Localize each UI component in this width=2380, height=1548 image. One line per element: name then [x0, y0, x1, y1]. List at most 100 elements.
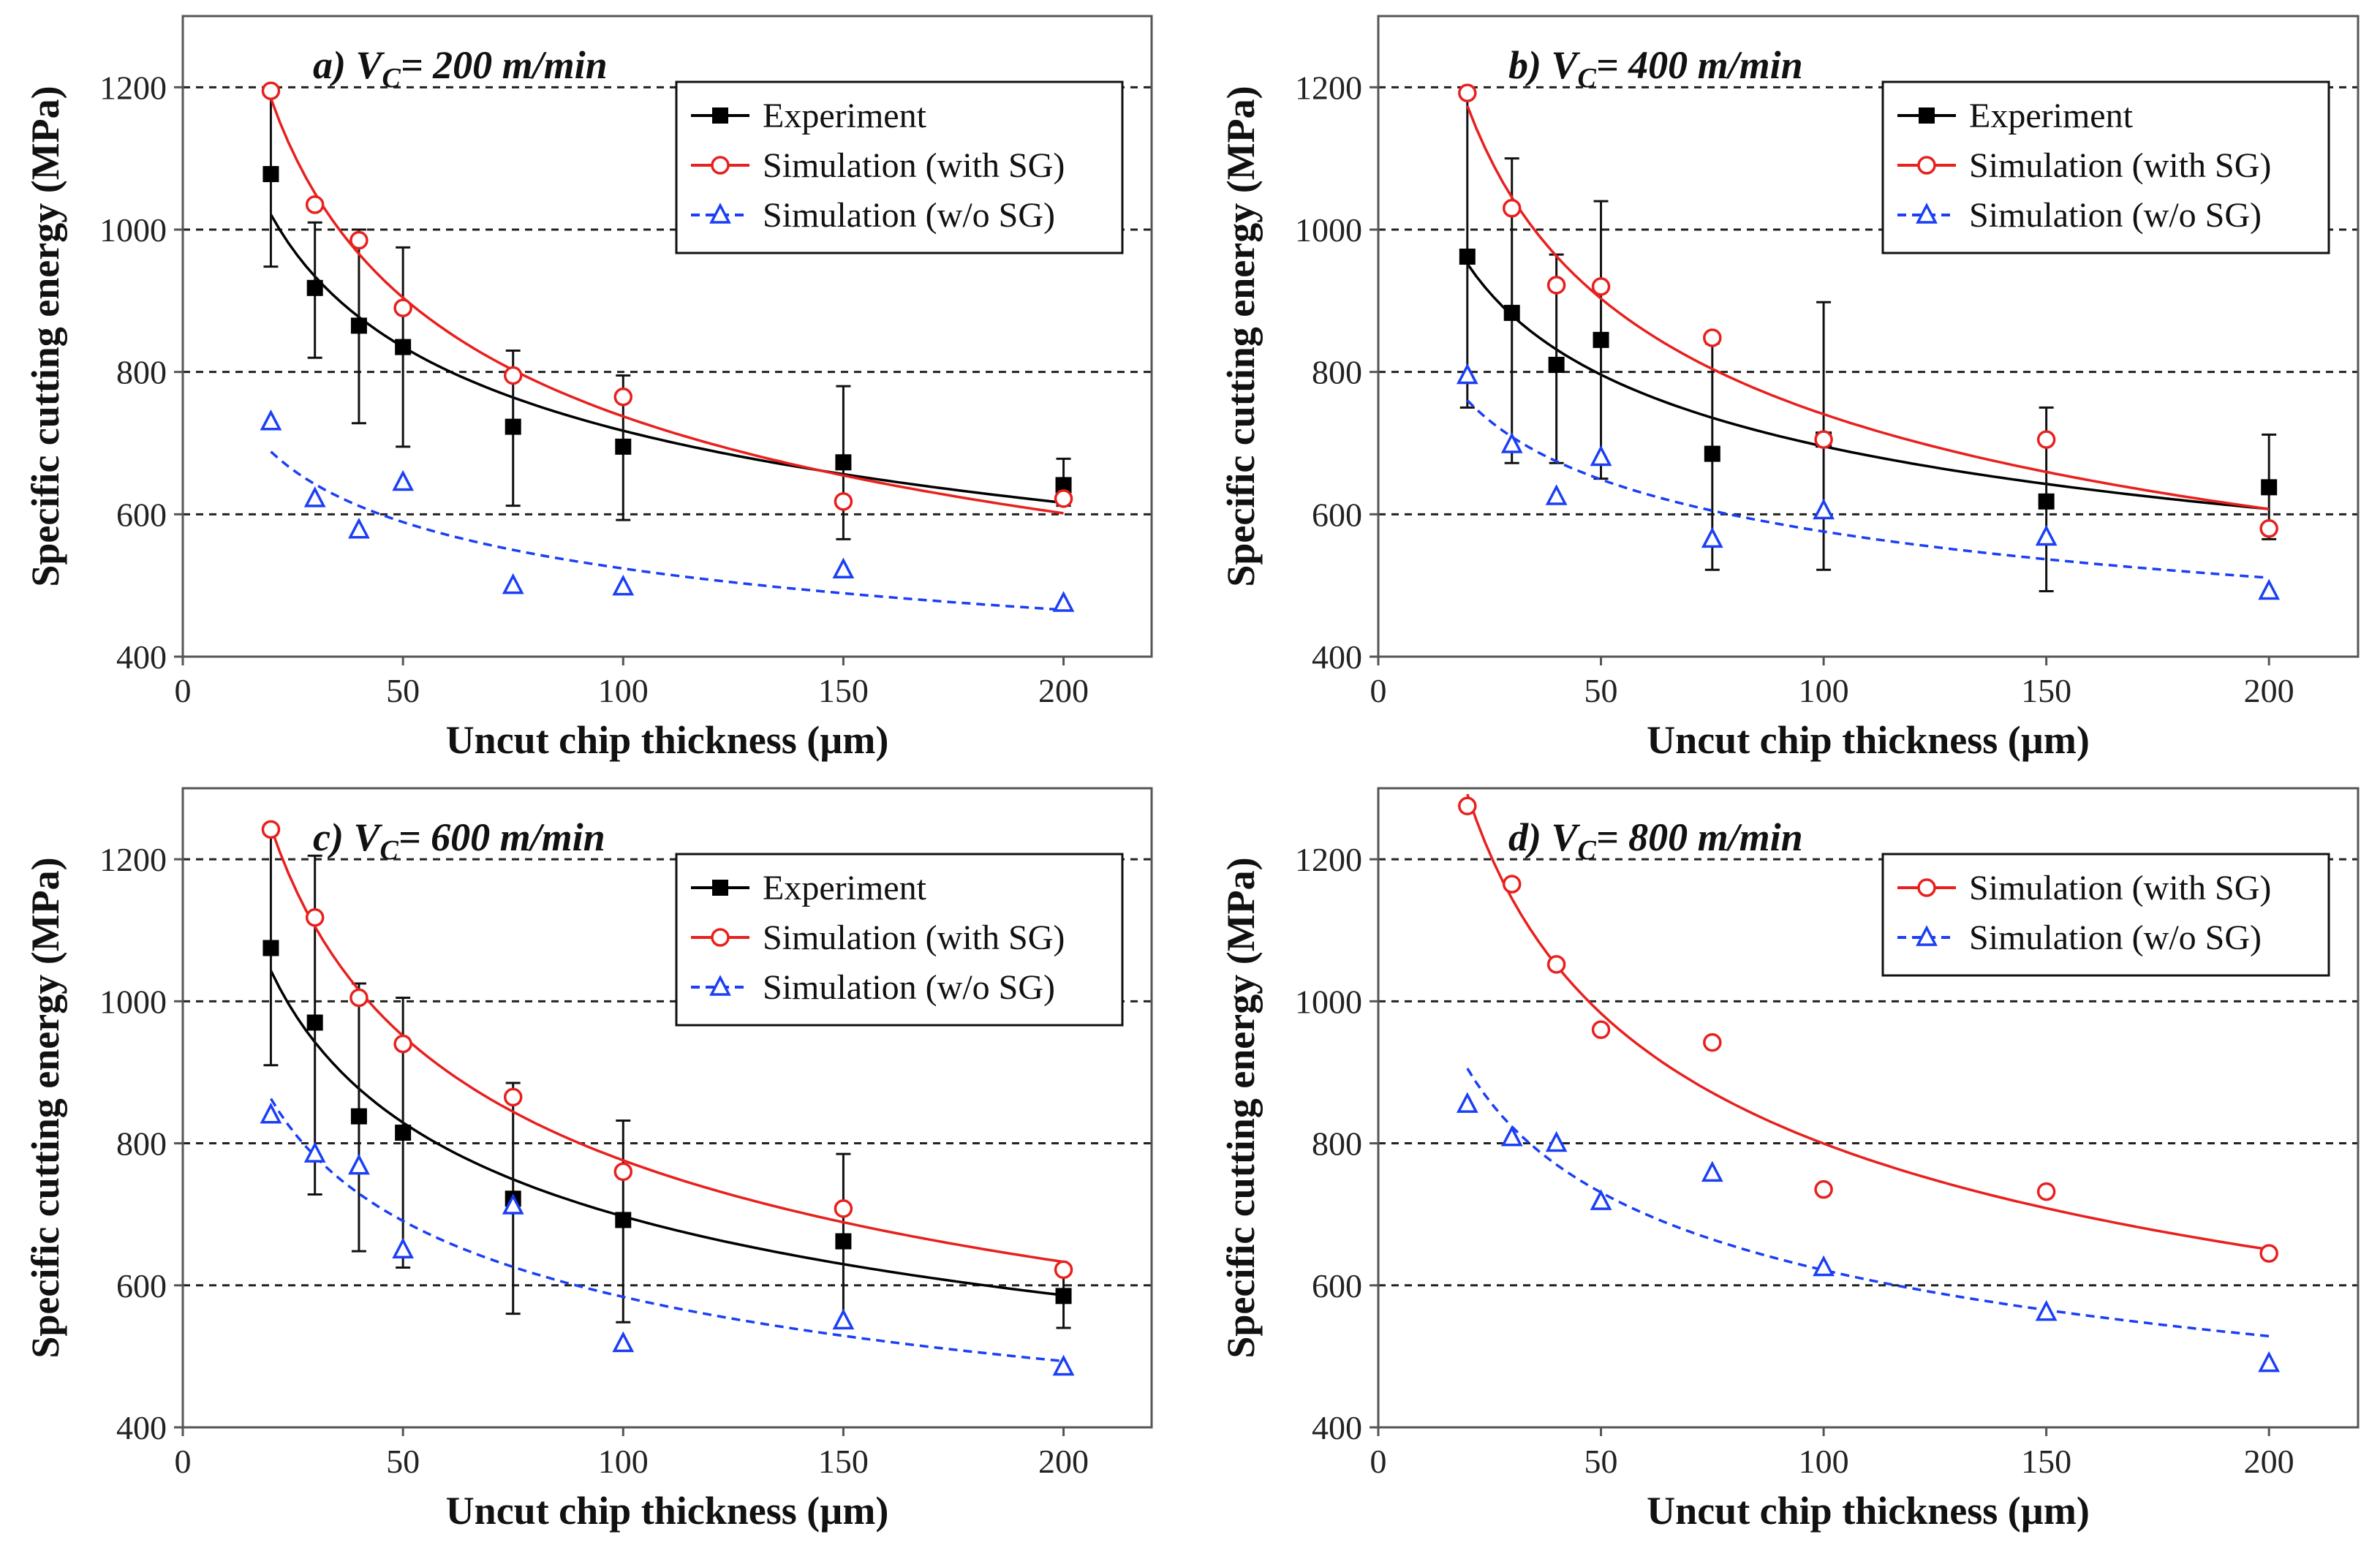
panel-title: d) VC= 800 m/min — [1508, 815, 1803, 866]
data-point-simulation-w-o-sg — [2258, 1351, 2281, 1373]
y-tick-label: 400 — [1312, 638, 1362, 676]
panel-1: 400 600 800 1000 1200 0 50 100 150 200 Uncut chip … — [23, 15, 1153, 762]
y-tick-label: 400 — [1312, 1409, 1362, 1446]
x-tick-label: 100 — [598, 672, 649, 709]
panel-title: b) VC= 400 m/min — [1508, 43, 1803, 94]
x-axis-title: Uncut chip thickness (µm) — [446, 1489, 889, 1533]
x-axis-title: Uncut chip thickness (µm) — [1647, 1489, 2090, 1533]
data-point-experiment — [615, 1212, 632, 1228]
data-point-simulation-with-sg — [1814, 430, 1833, 449]
fit-curve-simulation-w-o-sg — [270, 450, 1064, 611]
data-point-experiment — [350, 317, 367, 334]
y-tick-label: 600 — [1312, 496, 1362, 533]
data-point-simulation-w-o-sg — [260, 1102, 282, 1124]
data-point-simulation-with-sg — [503, 366, 523, 385]
fit-curve-simulation-with-sg — [1466, 793, 2270, 1251]
data-point-simulation-w-o-sg — [1052, 591, 1075, 612]
x-tick-label: 50 — [1584, 672, 1618, 709]
data-point-experiment — [1055, 477, 1072, 494]
panel-4: 400 600 800 1000 1200 0 50 100 150 200 Uncut chip … — [1219, 787, 2360, 1533]
y-tick-label: 800 — [116, 354, 167, 391]
data-point-simulation-with-sg — [1591, 277, 1611, 296]
data-point-simulation-with-sg — [1054, 489, 1073, 508]
panel-2: 400 600 800 1000 1200 0 50 100 150 200 Uncut chip … — [1219, 15, 2360, 762]
x-tick-label: 50 — [386, 672, 420, 709]
data-point-simulation-w-o-sg — [1456, 1092, 1478, 1113]
x-tick-label: 200 — [1038, 1443, 1089, 1480]
data-point-simulation-w-o-sg — [1456, 363, 1478, 385]
legend-label-simulation-w-o-sg: Simulation (w/o SG) — [1969, 918, 2262, 957]
data-point-simulation-w-o-sg — [502, 1193, 524, 1215]
legend-marker-simulation-with-sg — [1917, 156, 1936, 175]
data-point-experiment — [1593, 331, 1609, 348]
y-tick-label: 600 — [1312, 1267, 1362, 1305]
data-point-simulation-with-sg — [503, 1087, 523, 1107]
data-point-simulation-with-sg — [1458, 796, 1477, 816]
legend-box — [1881, 80, 2330, 254]
x-tick-label: 200 — [1038, 672, 1089, 709]
y-tick-label: 800 — [1312, 1125, 1362, 1163]
data-point-simulation-with-sg — [1703, 1032, 1722, 1052]
data-point-experiment — [1704, 445, 1720, 462]
data-point-simulation-w-o-sg — [348, 517, 370, 539]
x-tick-label: 50 — [1584, 1443, 1618, 1480]
data-point-simulation-with-sg — [393, 298, 412, 317]
x-axis-title: Uncut chip thickness (µm) — [1647, 718, 2090, 762]
data-point-experiment — [395, 1124, 412, 1141]
legend-label-simulation-w-o-sg: Simulation (w/o SG) — [1969, 196, 2262, 235]
data-point-simulation-w-o-sg — [1500, 432, 1523, 453]
legend-label-simulation-w-o-sg: Simulation (w/o SG) — [763, 196, 1055, 235]
data-point-simulation-with-sg — [1546, 276, 1566, 295]
data-point-simulation-w-o-sg — [1701, 1160, 1723, 1182]
data-point-experiment — [615, 438, 632, 455]
data-point-experiment — [262, 940, 279, 956]
legend-box — [1881, 853, 2330, 977]
x-tick-label: 150 — [2021, 672, 2071, 709]
data-point-simulation-with-sg — [834, 492, 853, 511]
data-point-experiment — [350, 1108, 367, 1125]
data-point-simulation-with-sg — [1502, 199, 1522, 218]
data-point-experiment — [262, 166, 279, 183]
data-point-simulation-with-sg — [613, 1162, 633, 1182]
plot-frame — [181, 15, 1153, 658]
legend-marker-simulation-w-o-sg — [1916, 203, 1938, 224]
data-point-experiment — [395, 339, 412, 355]
legend-marker-experiment — [1919, 107, 1935, 124]
data-point-simulation-w-o-sg — [612, 1331, 635, 1353]
y-axis-title: Specific cutting energy (MPa) — [23, 86, 67, 586]
data-point-simulation-with-sg — [2259, 519, 2278, 538]
legend-marker-experiment — [712, 880, 728, 896]
y-axis-title: Specific cutting energy (MPa) — [23, 857, 67, 1358]
data-point-simulation-w-o-sg — [1500, 1125, 1523, 1147]
data-point-simulation-w-o-sg — [1813, 1255, 1835, 1277]
x-tick-label: 100 — [1799, 1443, 1849, 1480]
panel-3: 400 600 800 1000 1200 0 50 100 150 200 Uncut chip … — [23, 787, 1153, 1533]
fit-curve-simulation-w-o-sg — [270, 1098, 1064, 1363]
legend-label-simulation-with-sg: Simulation (with SG) — [763, 146, 1065, 185]
data-point-simulation-w-o-sg — [348, 1153, 370, 1175]
data-point-simulation-with-sg — [613, 387, 633, 407]
data-point-experiment — [306, 279, 323, 296]
data-point-simulation-with-sg — [1054, 1260, 1073, 1280]
x-tick-label: 0 — [1370, 1443, 1387, 1480]
data-point-experiment — [835, 1233, 852, 1250]
x-tick-label: 200 — [2244, 1443, 2294, 1480]
x-tick-label: 100 — [598, 1443, 649, 1480]
legend-marker-simulation-with-sg — [1917, 878, 1936, 897]
data-point-simulation-w-o-sg — [1813, 498, 1835, 520]
data-point-simulation-w-o-sg — [392, 1237, 415, 1258]
y-tick-label: 1000 — [99, 983, 167, 1020]
legend: Experiment Simulation (with SG) Simulation… — [675, 80, 1124, 254]
legend: Simulation (with SG) Simulation (w/o SG) — [1881, 853, 2330, 977]
data-point-experiment — [2038, 493, 2055, 510]
data-point-simulation-w-o-sg — [832, 1308, 855, 1330]
data-point-experiment — [2261, 479, 2278, 496]
data-point-simulation-w-o-sg — [832, 557, 855, 579]
y-tick-label: 1000 — [99, 211, 167, 249]
y-tick-label: 400 — [116, 638, 167, 676]
legend-marker-simulation-w-o-sg — [709, 203, 731, 224]
data-point-simulation-w-o-sg — [2035, 524, 2058, 546]
data-point-simulation-w-o-sg — [392, 469, 415, 491]
x-tick-label: 0 — [175, 672, 192, 709]
data-point-simulation-w-o-sg — [502, 573, 524, 594]
